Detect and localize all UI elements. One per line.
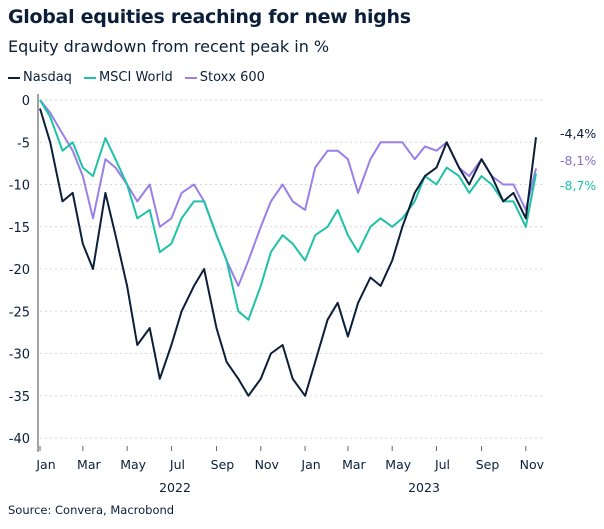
legend-item-stoxx-600: Stoxx 600 (184, 70, 265, 85)
x-tick-label: Jul (169, 457, 185, 472)
legend-swatch (184, 76, 197, 79)
x-tick-label: Jan (35, 457, 55, 472)
end-value-label: -8,7% (560, 178, 596, 193)
chart-title: Global equities reaching for new highs (8, 6, 411, 28)
y-tick-label: -20 (9, 263, 30, 278)
year-label: 2023 (408, 480, 440, 495)
y-tick-label: 0 (22, 94, 30, 109)
y-tick-label: -15 (9, 221, 30, 236)
legend-label: Nasdaq (23, 70, 72, 85)
series-line-nasdaq (39, 108, 537, 397)
x-tick-label: Sep (211, 457, 235, 472)
end-value-label: -4,4% (560, 126, 596, 141)
x-tick-label: Mar (342, 457, 366, 472)
legend-swatch (8, 76, 20, 79)
x-tick-label: Mar (77, 457, 101, 472)
legend-swatch (83, 76, 96, 79)
series-line-msci-world (39, 99, 537, 321)
y-tick-label: -5 (17, 136, 30, 151)
y-tick-label: -10 (9, 179, 30, 194)
x-tick-label: May (385, 457, 411, 472)
series-line-stoxx-600 (39, 99, 537, 287)
x-tick-label: May (120, 457, 146, 472)
x-tick-label: Nov (520, 457, 545, 472)
end-value-label: -8,1% (560, 153, 596, 168)
legend-item-nasdaq: Nasdaq (8, 70, 72, 85)
legend-item-msci-world: MSCI World (83, 70, 173, 85)
legend-label: Stoxx 600 (199, 70, 265, 85)
y-tick-label: -40 (9, 432, 30, 447)
x-tick-label: Jan (300, 457, 320, 472)
x-tick-label: Jul (434, 457, 450, 472)
y-tick-label: -30 (9, 348, 30, 363)
x-tick-label: Sep (476, 457, 500, 472)
y-tick-label: -35 (9, 390, 30, 405)
legend: Nasdaq MSCI World Stoxx 600 (8, 70, 265, 85)
legend-label: MSCI World (98, 70, 173, 85)
x-tick-label: Nov (255, 457, 280, 472)
source-note: Source: Convera, Macrobond (8, 503, 175, 517)
y-tick-label: -25 (9, 305, 30, 320)
year-label: 2022 (159, 480, 191, 495)
chart-subtitle: Equity drawdown from recent peak in % (8, 37, 330, 56)
